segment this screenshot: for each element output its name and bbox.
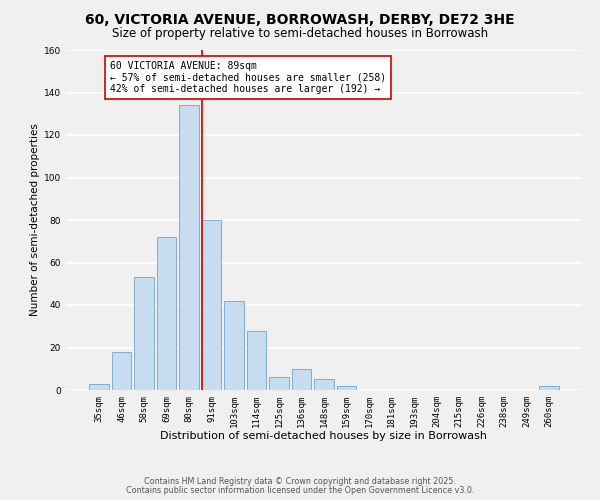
Bar (134, 278, 154, 390)
Bar (157, 237, 176, 390)
Bar (112, 352, 131, 390)
Bar (314, 380, 334, 390)
Text: 60 VICTORIA AVENUE: 89sqm
← 57% of semi-detached houses are smaller (258)
42% of: 60 VICTORIA AVENUE: 89sqm ← 57% of semi-… (110, 60, 386, 94)
Text: 60, VICTORIA AVENUE, BORROWASH, DERBY, DE72 3HE: 60, VICTORIA AVENUE, BORROWASH, DERBY, D… (85, 12, 515, 26)
X-axis label: Distribution of semi-detached houses by size in Borrowash: Distribution of semi-detached houses by … (161, 432, 487, 442)
Bar (539, 386, 559, 390)
Bar (224, 300, 244, 390)
Bar (269, 378, 289, 390)
Text: Contains public sector information licensed under the Open Government Licence v3: Contains public sector information licen… (126, 486, 474, 495)
Bar (247, 330, 266, 390)
Bar (202, 220, 221, 390)
Bar (89, 384, 109, 390)
Bar (179, 106, 199, 390)
Text: Size of property relative to semi-detached houses in Borrowash: Size of property relative to semi-detach… (112, 28, 488, 40)
Text: Contains HM Land Registry data © Crown copyright and database right 2025.: Contains HM Land Registry data © Crown c… (144, 477, 456, 486)
Bar (337, 386, 356, 390)
Y-axis label: Number of semi-detached properties: Number of semi-detached properties (30, 124, 40, 316)
Bar (292, 369, 311, 390)
